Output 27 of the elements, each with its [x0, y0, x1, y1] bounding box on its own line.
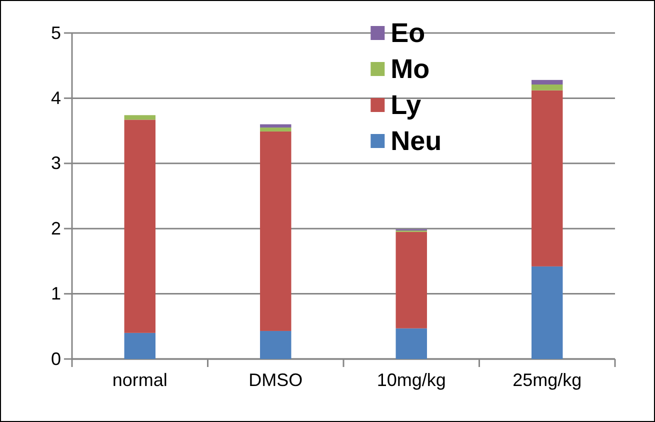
bar	[532, 80, 563, 85]
bar	[532, 84, 563, 90]
bar	[532, 90, 563, 266]
legend-label: Ly	[390, 90, 422, 120]
x-tick-label: 10mg/kg	[376, 370, 446, 390]
bar	[124, 115, 156, 120]
bar	[124, 120, 156, 333]
bar	[260, 131, 292, 331]
bar	[396, 328, 427, 359]
bar	[396, 232, 427, 328]
legend-label: Mo	[390, 54, 430, 84]
y-tick-label: 2	[50, 218, 61, 238]
bar	[260, 124, 292, 128]
bar	[532, 266, 563, 359]
y-tick-label: 3	[50, 153, 61, 174]
legend-label: Neu	[390, 126, 442, 156]
y-tick-label: 0	[50, 348, 61, 369]
legend-label: Eo	[390, 18, 426, 48]
bar	[260, 128, 292, 132]
y-tick-label: 4	[50, 88, 61, 108]
x-tick-label: 25mg/kg	[512, 370, 582, 390]
y-tick-label: 1	[50, 284, 61, 304]
y-tick-label: 5	[50, 22, 61, 43]
x-tick-label: DMSO	[248, 370, 303, 390]
x-tick-label: normal	[112, 370, 168, 390]
bar	[260, 330, 292, 359]
bar	[124, 332, 156, 359]
